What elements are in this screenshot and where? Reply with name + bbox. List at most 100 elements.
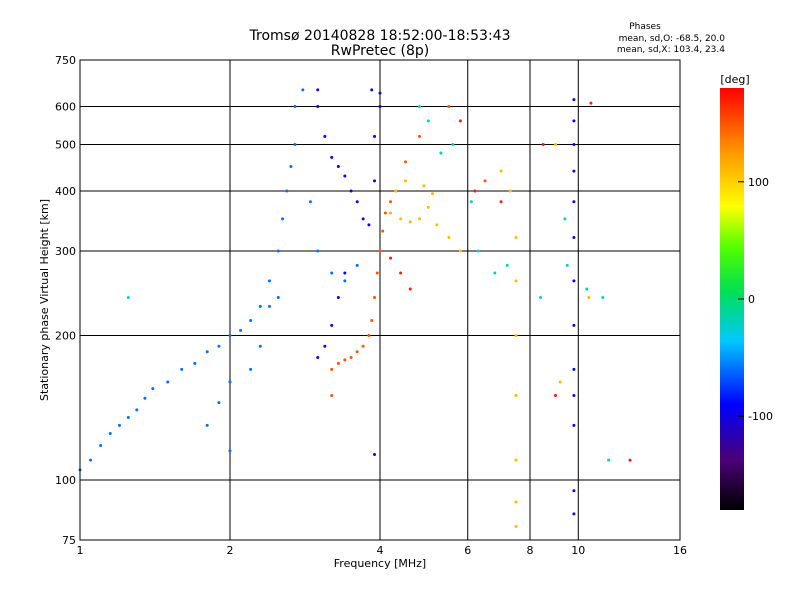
data-point [565, 263, 569, 267]
data-point [469, 200, 473, 204]
data-point [399, 217, 403, 221]
data-point [572, 323, 576, 327]
x-tick-label: 1 [77, 544, 84, 557]
data-point [355, 263, 359, 267]
data-point [258, 304, 262, 308]
data-point [330, 155, 334, 159]
data-point [343, 358, 347, 362]
data-point [373, 179, 377, 183]
data-point [349, 355, 353, 359]
data-point [276, 249, 280, 253]
data-point [394, 189, 398, 193]
colorbar-tick-label: 100 [748, 176, 769, 189]
data-point [563, 217, 567, 221]
y-tick-label: 400 [55, 185, 76, 198]
data-point [383, 211, 387, 215]
data-point [276, 296, 280, 300]
data-point [408, 287, 412, 291]
colorbar-tick-label: 0 [748, 293, 755, 306]
data-point [228, 380, 232, 384]
data-point [499, 169, 503, 173]
data-point [572, 279, 576, 283]
x-tick-label: 8 [527, 544, 534, 557]
data-point [126, 296, 130, 300]
data-point [558, 380, 562, 384]
data-points [78, 88, 632, 529]
data-point [239, 328, 243, 332]
data-point [499, 200, 503, 204]
data-point [373, 134, 377, 138]
data-point [330, 271, 334, 275]
data-point [267, 304, 271, 308]
data-point [267, 279, 271, 283]
data-point [301, 88, 305, 92]
data-point [417, 134, 421, 138]
data-point [355, 350, 359, 354]
data-point [435, 223, 439, 227]
data-point [308, 200, 312, 204]
data-point [323, 134, 327, 138]
data-point [389, 200, 393, 204]
colorbar-label: [deg] [720, 73, 749, 86]
y-tick-label: 500 [55, 139, 76, 152]
data-point [399, 271, 403, 275]
data-point [151, 387, 155, 391]
data-point [585, 287, 589, 291]
data-point [249, 318, 253, 322]
data-point [205, 350, 209, 354]
data-point [343, 271, 347, 275]
data-point [476, 249, 480, 253]
data-point [572, 169, 576, 173]
x-axis-label: Frequency [MHz] [334, 557, 426, 570]
data-point [217, 344, 221, 348]
data-point [343, 279, 347, 283]
data-point [572, 98, 576, 102]
data-point [166, 380, 170, 384]
data-point [323, 344, 327, 348]
data-point [451, 143, 455, 147]
data-point [572, 236, 576, 240]
data-point [417, 217, 421, 221]
data-point [135, 408, 139, 412]
data-point [431, 192, 435, 196]
x-tick-label: 16 [673, 544, 687, 557]
data-point [541, 143, 545, 147]
data-point [417, 105, 421, 109]
data-point [572, 394, 576, 398]
data-point [572, 143, 576, 147]
data-point [389, 256, 393, 260]
data-point [403, 179, 407, 183]
data-point [361, 344, 365, 348]
data-point [285, 189, 289, 193]
data-point [447, 236, 451, 240]
data-point [99, 444, 103, 448]
data-point [572, 489, 576, 493]
data-point [408, 220, 412, 224]
chart-title: Tromsø 20140828 18:52:00-18:53:43 [249, 28, 511, 44]
data-point [375, 271, 379, 275]
x-tick-label: 6 [464, 544, 471, 557]
data-point [553, 143, 557, 147]
data-point [572, 119, 576, 123]
data-point [293, 143, 297, 147]
data-point [126, 415, 130, 419]
data-point [607, 458, 611, 462]
colorbar-tick-label: -100 [748, 410, 773, 423]
data-point [373, 296, 377, 300]
data-point [505, 263, 509, 267]
data-point [572, 423, 576, 427]
data-point [289, 164, 293, 168]
data-point [108, 432, 112, 436]
data-point [514, 458, 518, 462]
data-point [336, 164, 340, 168]
data-point [473, 189, 477, 193]
data-point [258, 344, 262, 348]
data-point [553, 394, 557, 398]
data-point [539, 296, 543, 300]
data-point [483, 179, 487, 183]
data-point [316, 355, 320, 359]
data-point [205, 423, 209, 427]
data-point [361, 217, 365, 221]
data-point [193, 361, 197, 365]
